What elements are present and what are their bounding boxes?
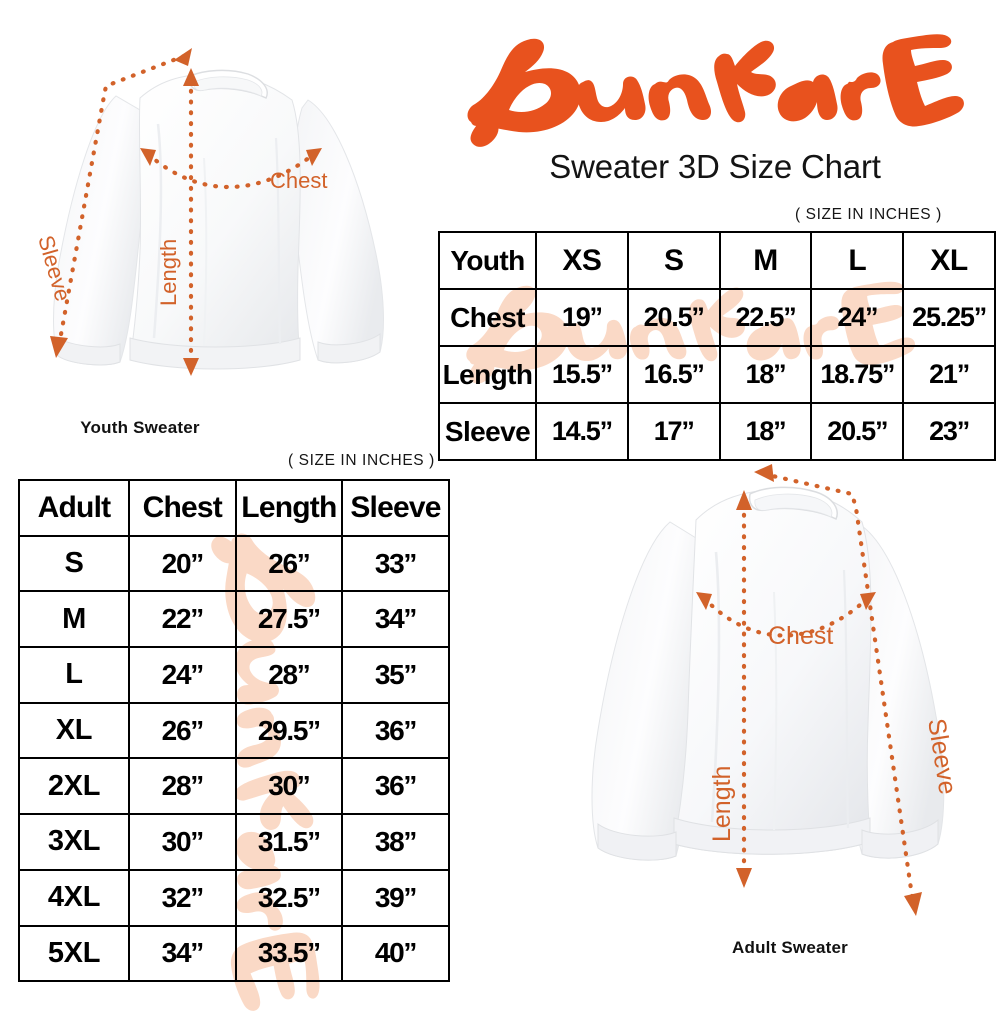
youth-measure-value: 24” [810,288,905,347]
table-row: M 22” 27.5” 34” [18,590,450,649]
youth-measure-label: Length [438,345,537,404]
adult-measure-value: 32.5” [234,868,344,927]
adult-garment-shape [591,486,945,861]
youth-measure-value: 17” [626,402,721,461]
table-row: 3XL 30” 31.5” 38” [18,813,450,871]
adult-figure-caption: Adult Sweater [732,938,848,957]
youth-measure-label: Chest [438,288,537,347]
adult-measure-value: 36” [341,757,450,816]
adult-size-label: 4XL [18,868,130,927]
adult-measure-value: 36” [341,701,450,760]
youth-size-header: XS [535,231,629,290]
length-label: Length [708,766,736,842]
adult-measure-value: 28” [234,646,344,704]
table-row: S 20” 26” 33” [18,534,450,593]
adult-size-table-container: Adult Chest Length Sleeve S 20” 26” 33” M 22” 27.5… [18,479,450,983]
youth-measure-value: 21” [902,345,996,404]
adult-measure-value: 28” [128,757,237,816]
length-dimension-line [183,68,199,376]
youth-garment-shape [53,69,384,370]
chest-label: Chest [768,622,833,650]
table-row: 2XL 28” 30” 36” [18,757,450,816]
youth-measure-value: 22.5” [718,288,813,347]
brand-logo [455,26,975,156]
adult-measure-value: 27.5” [234,590,344,649]
adult-size-label: 3XL [18,813,130,871]
adult-measure-value: 32” [128,868,237,927]
youth-measure-value: 20.5” [626,288,721,347]
page-title: Sweater 3D Size Chart [549,148,881,185]
adult-measure-value: 33” [341,534,450,593]
adult-size-label: S [18,534,130,593]
adult-size-table: Adult Chest Length Sleeve S 20” 26” 33” M 22” 27.5… [18,479,450,983]
youth-size-header: XL [902,231,996,290]
chest-dimension-line [696,592,876,638]
adult-measure-value: 40” [341,924,450,983]
youth-measure-value: 18.75” [810,345,905,404]
adult-column-header: Adult [18,479,130,537]
youth-size-header: L [810,231,905,290]
table-row: L 24” 28” 35” [18,646,450,704]
length-label: Length [156,239,181,306]
adult-measure-value: 26” [234,534,344,593]
adult-measure-value: 34” [128,924,237,983]
youth-measure-value: 18” [718,345,813,404]
youth-measure-value: 16.5” [626,345,721,404]
table-row: 5XL 34” 33.5” 40” [18,924,450,983]
youth-measure-value: 14.5” [535,402,629,461]
adult-measure-value: 31.5” [234,813,344,871]
youth-size-header: S [626,231,721,290]
table-row: Sleeve 14.5” 17” 18” 20.5” 23” [438,402,996,461]
adult-size-label: XL [18,701,130,760]
youth-size-header: M [718,231,813,290]
youth-measure-value: 15.5” [535,345,629,404]
units-note-adult: ( SIZE IN INCHES ) [288,452,435,469]
table-row: XL 26” 29.5” 36” [18,701,450,760]
adult-column-header: Chest [128,479,237,537]
youth-size-table: Youth XS S M L XL Chest 19” 20.5” 22.5” 24” 25.25” L… [438,231,996,461]
youth-corner-label: Youth [438,231,537,290]
adult-column-header: Length [234,479,344,537]
chest-dimension-line [140,148,322,189]
table-row: 4XL 32” 32.5” 39” [18,868,450,927]
youth-measure-value: 20.5” [810,402,905,461]
table-header-row: Adult Chest Length Sleeve [18,479,450,537]
table-row: Length 15.5” 16.5” 18” 18.75” 21” [438,345,996,404]
youth-size-table-container: Youth XS S M L XL Chest 19” 20.5” 22.5” 24” 25.25” L… [438,231,996,461]
table-header-row: Youth XS S M L XL [438,231,996,290]
adult-measure-value: 29.5” [234,701,344,760]
adult-size-label: M [18,590,130,649]
adult-size-label: 5XL [18,924,130,983]
adult-measure-value: 26” [128,701,237,760]
adult-measure-value: 30” [128,813,237,871]
adult-size-label: L [18,646,130,704]
adult-measure-value: 24” [128,646,237,704]
youth-measure-value: 23” [902,402,996,461]
adult-column-header: Sleeve [341,479,450,537]
adult-sweater-illustration: Chest Length Sleeve [552,452,992,942]
adult-measure-value: 22” [128,590,237,649]
adult-measure-value: 30” [234,757,344,816]
sleeve-dimension-line [754,464,922,916]
adult-measure-value: 39” [341,868,450,927]
youth-measure-label: Sleeve [438,402,537,461]
length-dimension-line [736,490,752,888]
adult-measure-value: 35” [341,646,450,704]
adult-measure-value: 38” [341,813,450,871]
adult-measure-value: 20” [128,534,237,593]
youth-measure-value: 19” [535,288,629,347]
chest-label: Chest [270,168,327,193]
units-note-youth: ( SIZE IN INCHES ) [795,206,942,223]
youth-measure-value: 18” [718,402,813,461]
youth-figure-caption: Youth Sweater [80,418,200,437]
sleeve-dimension-line [50,48,192,358]
youth-sweater-illustration: Chest Length Sleeve [8,38,428,408]
youth-measure-value: 25.25” [902,288,996,347]
adult-measure-value: 33.5” [234,924,344,983]
table-row: Chest 19” 20.5” 22.5” 24” 25.25” [438,288,996,347]
adult-measure-value: 34” [341,590,450,649]
adult-measure-annotations: Chest Length Sleeve [696,464,962,916]
adult-size-label: 2XL [18,757,130,816]
